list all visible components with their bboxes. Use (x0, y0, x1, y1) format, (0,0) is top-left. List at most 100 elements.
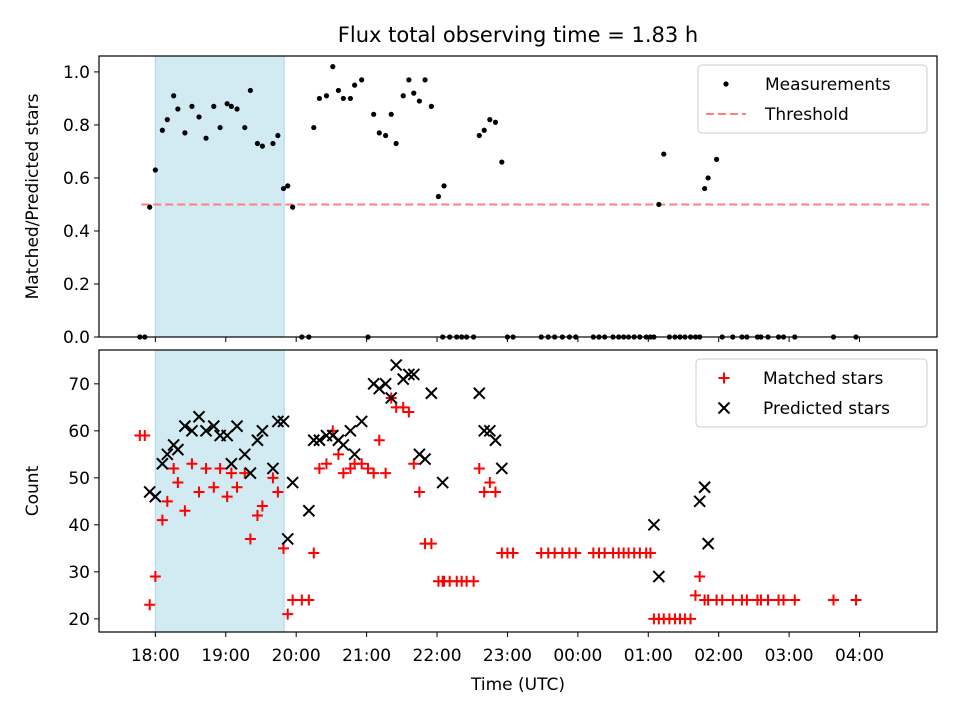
matched-star-point (214, 462, 226, 474)
matched-star-point (368, 467, 380, 479)
y-tick-label: 0.2 (63, 275, 90, 295)
measurement-point (234, 106, 240, 112)
matched-star-point (762, 594, 774, 606)
matched-star-point (320, 458, 332, 470)
legend-marker-plus (718, 372, 730, 384)
predicted-star-point (348, 448, 361, 461)
predicted-star-point (178, 419, 192, 433)
matched-star-point (168, 462, 180, 474)
measurement-point (428, 103, 434, 109)
measurement-point (352, 82, 358, 88)
predicted-star-point (207, 419, 220, 433)
matched-star-point (161, 495, 173, 507)
legend-label: Matched stars (763, 369, 883, 389)
predicted-star-point (271, 415, 285, 428)
matched-star-point (144, 599, 156, 611)
matched-star-point (716, 594, 728, 606)
predicted-star-point (698, 481, 711, 494)
y-tick-label: 50 (68, 469, 90, 489)
predicted-star-point (652, 570, 666, 583)
matched-star-point (489, 486, 501, 498)
legend-label: Predicted stars (763, 399, 890, 419)
legend-box (697, 64, 928, 134)
measurement-point (416, 98, 423, 104)
matched-star-point (473, 462, 485, 474)
predicted-star-point (489, 434, 502, 447)
matched-star-point (179, 505, 191, 517)
predicted-star-point (313, 434, 326, 447)
predicted-star-point (373, 382, 386, 395)
legend-label: Measurements (765, 75, 891, 95)
predicted-star-point (220, 429, 234, 442)
matched-star-point (239, 467, 251, 479)
predicted-star-point (307, 434, 320, 447)
measurement-point (316, 95, 323, 102)
matched-star-point (373, 434, 385, 446)
predicted-star-point (379, 377, 392, 391)
predicted-star-point (647, 518, 661, 532)
matched-star-point (397, 401, 409, 413)
predicted-star-point (436, 476, 449, 489)
legend-marker-x (717, 401, 731, 415)
matched-star-point (256, 500, 268, 512)
matched-star-point (356, 458, 368, 470)
predicted-star-point (171, 443, 185, 456)
matched-star-point (644, 547, 656, 559)
y-tick-label: 0.8 (63, 116, 90, 136)
measurement-point (259, 143, 265, 149)
matched-star-point (221, 491, 233, 503)
matched-star-point (225, 467, 237, 479)
measurement-point (340, 95, 346, 102)
measurement-point (476, 132, 482, 139)
measurement-point (203, 135, 209, 141)
matched-star-point (156, 514, 168, 526)
y-tick-label: 20 (68, 610, 90, 630)
x-tick-label: 01:00 (624, 646, 673, 666)
matched-star-point (149, 571, 161, 583)
x-tick-label: 02:00 (694, 646, 743, 666)
matched-star-point (507, 547, 519, 559)
matched-star-point (484, 477, 496, 489)
matched-star-point (685, 613, 697, 625)
measurement-point (164, 117, 170, 123)
y-tick-label: 40 (68, 516, 90, 536)
measurement-point (400, 93, 406, 99)
y-axis-label: Count (23, 465, 43, 516)
predicted-star-point (251, 434, 264, 447)
x-tick-label: 18:00 (131, 646, 180, 666)
measurement-point (492, 119, 499, 125)
measurement-point (347, 95, 353, 102)
predicted-star-point (199, 424, 213, 438)
observing-window-span (154, 349, 285, 633)
legend: Measurements Threshold (697, 64, 928, 134)
x-tick-label: 03:00 (765, 646, 814, 666)
matched-star-point (251, 509, 263, 521)
measurement-point (702, 185, 708, 192)
matched-star-point (308, 547, 320, 559)
measurement-point (171, 93, 177, 99)
measurement-point (285, 183, 291, 189)
measurement-point (290, 204, 296, 210)
matched-star-point (694, 571, 706, 583)
measurement-point (661, 151, 667, 157)
predicted-star-point (286, 476, 299, 489)
legend-label: Threshold (764, 105, 849, 125)
predicted-star-point (402, 368, 416, 381)
measurement-point (242, 124, 248, 131)
measurement-point (247, 87, 254, 94)
predicted-star-point (693, 495, 706, 508)
predicted-star-point (385, 391, 398, 405)
matched-star-point (777, 594, 789, 606)
matched-star-point (408, 458, 420, 470)
x-tick-label: 00:00 (553, 646, 602, 666)
measurement-point (388, 111, 394, 117)
measurement-point (393, 140, 399, 147)
matched-star-point (337, 467, 349, 479)
x-tick-label: 22:00 (413, 646, 462, 666)
measurement-point (656, 201, 662, 208)
matched-star-point (172, 477, 184, 489)
y-tick-label: 0.0 (63, 328, 90, 348)
predicted-star-point (477, 424, 491, 438)
predicted-star-point (281, 532, 294, 546)
